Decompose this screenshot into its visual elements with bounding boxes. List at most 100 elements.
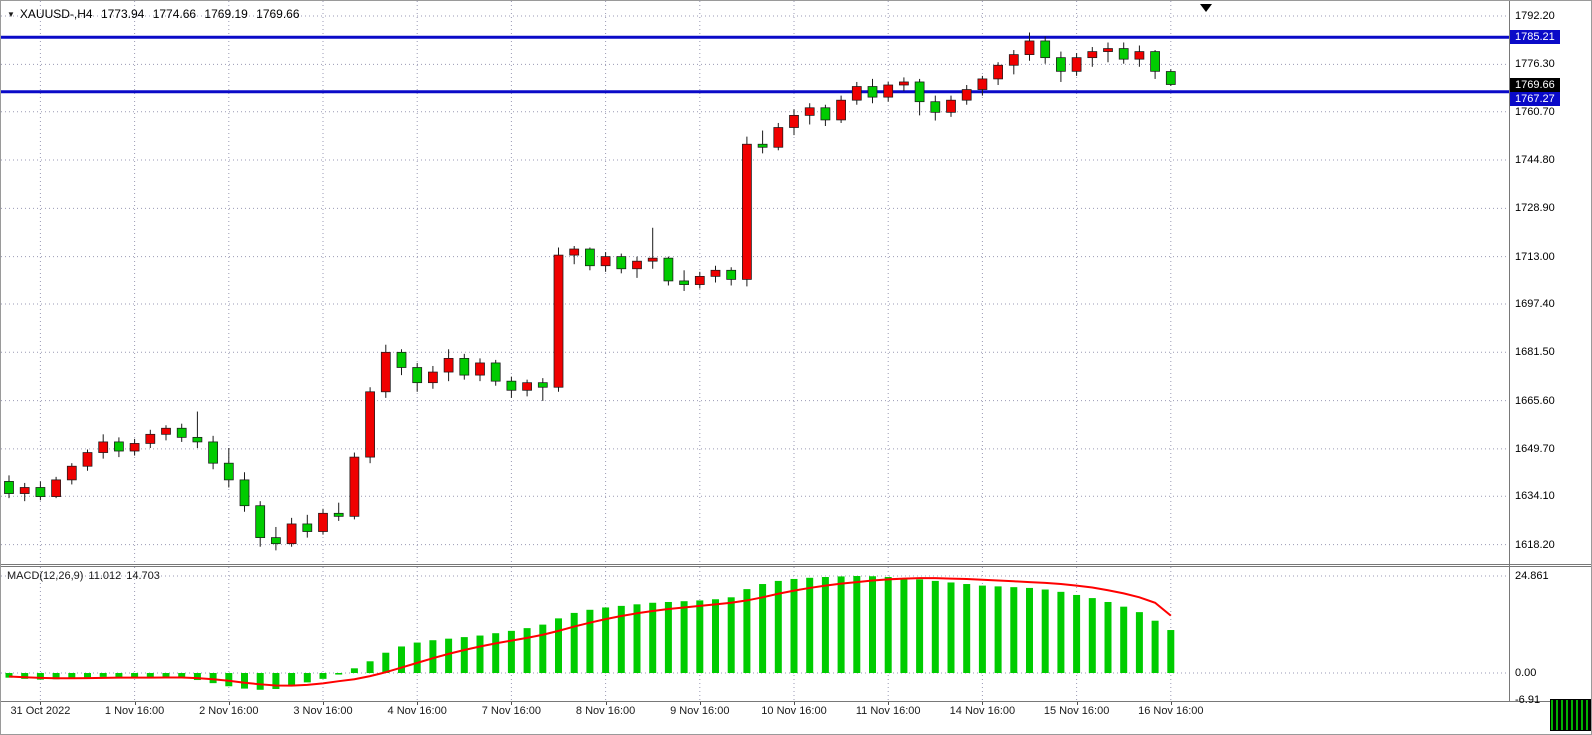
macd-histogram-bar (319, 673, 327, 679)
pane-divider[interactable] (1, 564, 1591, 567)
symbol-dropdown-icon[interactable]: ▼ (7, 10, 15, 19)
candle-body (475, 362, 485, 376)
time-axis-label: 2 Nov 16:00 (199, 705, 259, 717)
candle-body (804, 107, 815, 116)
macd-histogram-bar (570, 612, 578, 673)
candle-body (883, 84, 894, 98)
candle-body (726, 269, 737, 280)
macd-histogram-bar (193, 673, 201, 681)
time-axis-label: 8 Nov 16:00 (575, 705, 636, 717)
macd-value-signal: 14.703 (126, 570, 160, 582)
macd-histogram-bar (99, 673, 107, 677)
candle-body (239, 479, 250, 507)
time-axis-tickmark (605, 702, 607, 705)
macd-histogram-bar (1151, 620, 1159, 673)
macd-histogram-bar (241, 673, 248, 689)
time-axis-tickmark (888, 702, 890, 705)
macd-histogram-bar (523, 628, 531, 673)
macd-histogram-bar (1073, 594, 1081, 673)
macd-histogram-bar (460, 637, 468, 673)
candle-body (145, 433, 156, 444)
level-price-badge[interactable]: 1767.27 (1510, 91, 1560, 106)
macd-histogram-bar (853, 575, 861, 673)
macd-histogram-bar (225, 673, 233, 687)
macd-histogram-bar (602, 607, 610, 673)
candle-body (1024, 40, 1035, 55)
time-axis-label: 3 Nov 16:00 (293, 705, 353, 717)
macd-histogram-bar (900, 578, 908, 673)
macd-histogram-bar (759, 584, 767, 673)
macd-histogram-bar (664, 601, 672, 673)
level-price-badge[interactable]: 1785.21 (1510, 30, 1560, 45)
time-axis-label: 10 Nov 16:00 (761, 705, 827, 717)
candle-body (428, 371, 438, 384)
macd-axis-tick: 0.00 (1515, 667, 1537, 679)
macd-histogram-bar (727, 597, 735, 673)
price-pane[interactable]: ▼ XAUUSD-,H4 1773.94 1774.66 1769.19 1769… (1, 1, 1509, 564)
candle-body (318, 512, 328, 532)
price-axis-tick: 1634.10 (1515, 490, 1555, 503)
price-axis-tick: 1665.60 (1515, 394, 1555, 407)
macd-histogram-bar (633, 604, 641, 673)
time-axis-tickmark (1076, 702, 1078, 705)
time-axis-tickmark (323, 702, 324, 705)
macd-name: MACD(12,26,9) (7, 570, 84, 582)
macd-histogram-bar (476, 635, 484, 673)
time-axis-label: 16 Nov 16:00 (1138, 705, 1204, 717)
macd-histogram-bar (586, 609, 594, 673)
time-axis-label: 7 Nov 16:00 (481, 705, 542, 717)
candle-body (333, 512, 344, 517)
macd-histogram-bar (790, 578, 798, 673)
candle-body (585, 248, 595, 267)
macd-histogram-bar (1057, 591, 1065, 673)
candle-body (789, 114, 799, 128)
macd-histogram-bar (366, 661, 374, 673)
macd-histogram-bar (837, 576, 845, 673)
macd-histogram-bar (162, 673, 170, 677)
macd-histogram-bar (1120, 606, 1128, 673)
symbol-ohlc-label: ▼ XAUUSD-,H4 1773.94 1774.66 1769.19 1769… (7, 7, 305, 21)
candle-body (836, 99, 846, 121)
macd-histogram-bar (963, 584, 971, 673)
chart-shift-marker-icon[interactable] (1200, 4, 1212, 12)
price-axis-tick: 1744.80 (1515, 154, 1555, 167)
macd-histogram-bar (115, 673, 123, 678)
candle-body (19, 487, 30, 494)
last-price-badge[interactable]: 1769.66 (1510, 77, 1560, 92)
candle-body (286, 523, 297, 545)
candle-body (490, 362, 501, 382)
candle-body (1071, 57, 1082, 72)
candle-body (35, 487, 46, 497)
macd-histogram-bar (1104, 601, 1112, 673)
macd-axis[interactable]: 24.861 0.00 -6.91 (1509, 567, 1591, 706)
macd-chart-canvas[interactable] (1, 567, 1509, 701)
macd-histogram-bar (209, 673, 217, 684)
candle-body (443, 358, 454, 373)
macd-histogram-bar (146, 673, 154, 678)
time-axis-tickmark (699, 702, 701, 705)
time-axis-label: 11 Nov 16:00 (855, 705, 921, 717)
macd-histogram-bar (382, 652, 390, 673)
time-axis[interactable]: 31 Oct 2022 1 Nov 16:00 2 Nov 16:00 3 Nov 1… (1, 702, 1591, 723)
macd-histogram-bar (507, 630, 515, 673)
macd-histogram-bar (539, 624, 547, 673)
macd-histogram-bar (68, 673, 76, 679)
macd-histogram-bar (178, 673, 186, 678)
macd-indicator-label: MACD(12,26,9) 11.012 14.703 (7, 570, 165, 582)
macd-value-main: 11.012 (88, 570, 122, 582)
ohlc-high: 1774.66 (152, 7, 197, 21)
macd-histogram-bar (1010, 587, 1018, 673)
macd-histogram-bar (1167, 630, 1175, 673)
candle-body (506, 380, 517, 391)
price-axis-tick: 1713.00 (1515, 250, 1555, 263)
candle-body (647, 257, 658, 262)
candle-body (961, 89, 972, 101)
price-axis[interactable]: 1792.20 1776.30 1760.70 1744.80 1728.90 1713.… (1509, 1, 1591, 564)
macd-histogram-bar (1041, 589, 1049, 673)
macd-histogram-bar (916, 579, 924, 673)
macd-histogram-bar (52, 673, 60, 680)
time-axis-tickmark (417, 702, 419, 705)
symbol-name: XAUUSD-,H4 (19, 7, 93, 21)
macd-pane[interactable]: MACD(12,26,9) 11.012 14.703 (1, 567, 1509, 701)
price-chart-canvas[interactable] (1, 1, 1509, 564)
